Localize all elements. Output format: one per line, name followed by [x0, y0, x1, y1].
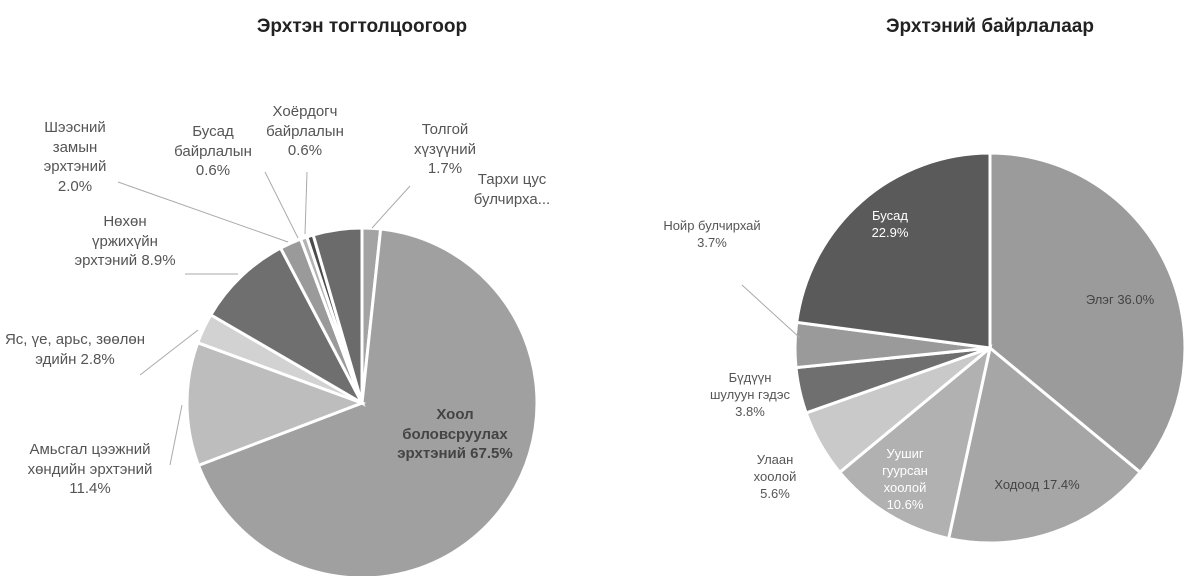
slice-label: Шээсний замын эрхтэний 2.0% — [25, 118, 125, 196]
value-label: 2.8% — [80, 350, 115, 368]
category-name: Тархи цус булчирха... — [473, 171, 551, 208]
slice-label: Элэг 36.0% — [1045, 292, 1184, 309]
pie-slice — [208, 246, 366, 407]
category-name: Бусад байрлалын — [174, 123, 252, 160]
category-name: Уушиг гуурсан хоолой — [882, 446, 928, 495]
leader-line — [169, 404, 183, 466]
value-label: 2.0% — [57, 177, 93, 195]
slice-label: Яс, үе, арьс, зөөлөн эдийн 2.8% — [0, 330, 150, 369]
category-name: Элэг — [1085, 292, 1114, 307]
value-label: 0.6% — [195, 162, 231, 179]
slice-label: Толгой хүзүүний 1.7% — [400, 120, 490, 179]
category-name: Амьсгал цээжний хөндийн эрхтэний — [27, 441, 153, 478]
value-label: 10.6% — [886, 496, 924, 512]
slice-label: Ходоод 17.4% — [992, 477, 1082, 494]
leader-line — [117, 181, 289, 243]
value-label: 3.8% — [735, 403, 765, 419]
category-name: Бусад — [872, 208, 908, 223]
category-name: Хоёрдогч байрлалын — [266, 103, 344, 140]
slice-label: Амьсгал цээжний хөндийн эрхтэний 11.4% — [8, 440, 173, 499]
value-label: 11.4% — [69, 480, 111, 497]
slice-label: Бүдүүн шулуун гэдэс 3.8% — [705, 370, 795, 421]
value-label: 5.6% — [760, 485, 790, 501]
pie-slice — [837, 344, 993, 541]
pie-slice — [196, 227, 539, 576]
slice-label: Уушиг гуурсан хоолой 10.6% — [870, 446, 940, 514]
leader-line — [139, 329, 199, 376]
value-label: 22.9% — [871, 224, 909, 240]
slice-label: Хоёрдогч байрлалын 0.6% — [255, 102, 355, 161]
category-name: Толгой хүзүүний — [414, 121, 476, 158]
value-label: 3.7% — [697, 234, 727, 250]
chart-title: Эрхтэн тогтолцоогоор — [256, 16, 468, 37]
value-label: 0.6% — [287, 142, 323, 159]
category-name: Шээсний замын эрхтэний — [43, 119, 107, 175]
value-label: 1.7% — [427, 160, 463, 177]
pie-slice — [988, 151, 1184, 475]
value-label: 36.0% — [1117, 292, 1155, 307]
category-name: Улаан хоолой — [753, 452, 797, 484]
value-label: 67.5% — [470, 445, 513, 462]
slice-label: Улаан хоолой 5.6% — [740, 452, 810, 503]
category-name: Нойр булчирхай — [663, 218, 761, 233]
leader-line — [304, 171, 308, 235]
value-label: 8.9% — [141, 252, 176, 269]
slice-label: Нойр булчирхай 3.7% — [662, 218, 762, 252]
category-name: Яс, үе, арьс, зөөлөн эдийн — [4, 331, 146, 368]
pie-slice — [185, 340, 367, 468]
category-name: Ходоод — [994, 477, 1040, 492]
chart-title: Эрхтэний байрлалаар — [886, 16, 1094, 37]
slice-label: Нөхөн үржихүйн эрхтэний 8.9% — [70, 212, 180, 271]
pie-slice — [946, 345, 1143, 545]
value-label: 17.4% — [1042, 477, 1080, 492]
slice-label: Тархи цус булчирха... — [457, 170, 567, 209]
pie-slice — [795, 151, 992, 350]
pie-slice — [311, 226, 364, 404]
category-name: Нөхөн үржихүйн эрхтэний — [74, 213, 158, 269]
slice-label: Хоол боловсруулах эрхтэний 67.5% — [385, 405, 525, 464]
slice-label: Бусад байрлалын 0.6% — [168, 122, 258, 181]
slice-label: Бусад 22.9% — [855, 208, 925, 242]
leader-line — [371, 185, 411, 229]
category-name: Бүдүүн шулуун гэдэс — [710, 370, 790, 402]
category-name: Хоол боловсруулах эрхтэний — [397, 406, 508, 462]
leader-line — [264, 171, 299, 239]
leader-line — [741, 284, 801, 339]
